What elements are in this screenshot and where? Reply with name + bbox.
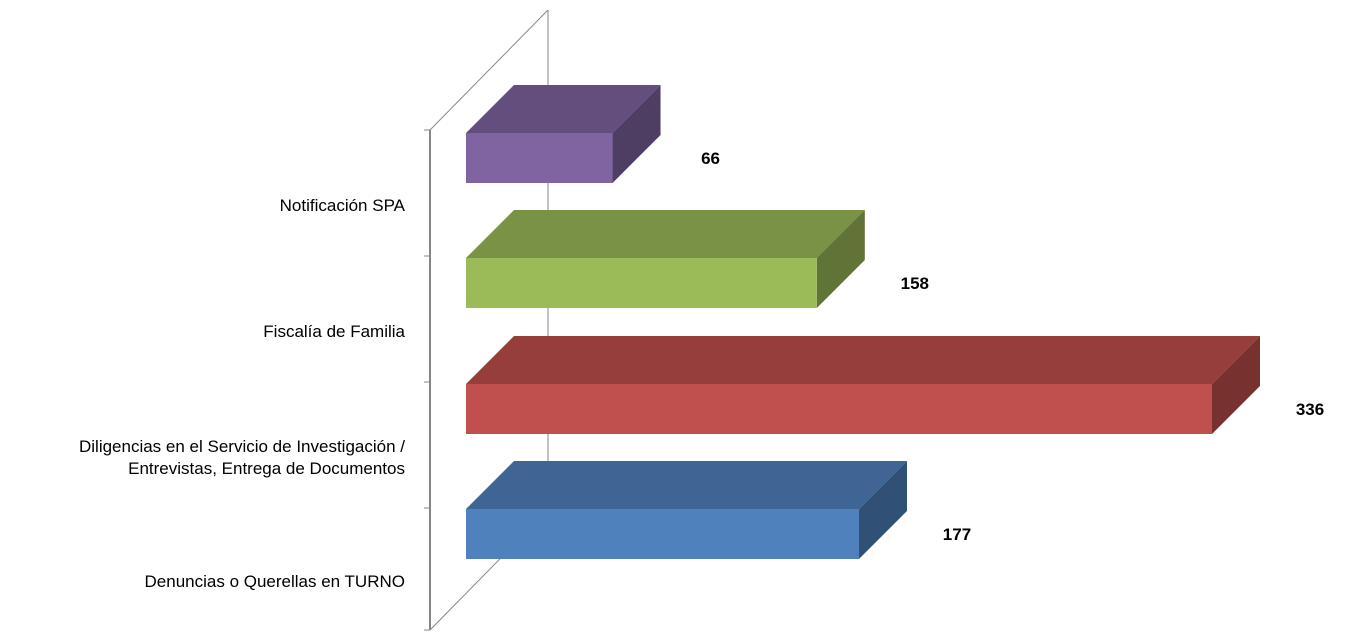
bar-top-face <box>466 461 907 509</box>
data-label: 158 <box>901 274 929 293</box>
bar <box>466 336 1260 434</box>
bar-front-face <box>466 133 613 183</box>
bar <box>466 461 907 559</box>
category-tick-label: Fiscalía de Familia <box>263 322 405 341</box>
bar-side-face <box>612 85 661 183</box>
bar-top-face <box>466 336 1260 384</box>
bar-side-face <box>1212 336 1260 434</box>
bar-side-face <box>816 210 865 308</box>
data-label: 66 <box>701 149 720 168</box>
bar-side-face <box>858 461 907 559</box>
category-tick-label: Notificación SPA <box>280 196 406 215</box>
data-label: 336 <box>1296 400 1324 419</box>
bar-front-face <box>466 509 859 559</box>
category-tick-label: Entrevistas, Entrega de Documentos <box>128 459 405 478</box>
bar-top-face <box>466 85 661 133</box>
bars <box>466 85 1260 559</box>
data-label: 177 <box>943 525 971 544</box>
category-tick-label: Denuncias o Querellas en TURNO <box>145 572 405 591</box>
category-tick-label: Diligencias en el Servicio de Investigac… <box>79 437 405 456</box>
bar <box>466 210 865 308</box>
bar-front-face <box>466 258 817 308</box>
bar-front-face <box>466 384 1212 434</box>
labels: 66 Notificación SPA 158 Fiscalía de Familia… <box>79 149 1324 591</box>
bar <box>466 85 661 183</box>
bar-top-face <box>466 210 865 258</box>
wall-edge-top <box>429 9 549 131</box>
